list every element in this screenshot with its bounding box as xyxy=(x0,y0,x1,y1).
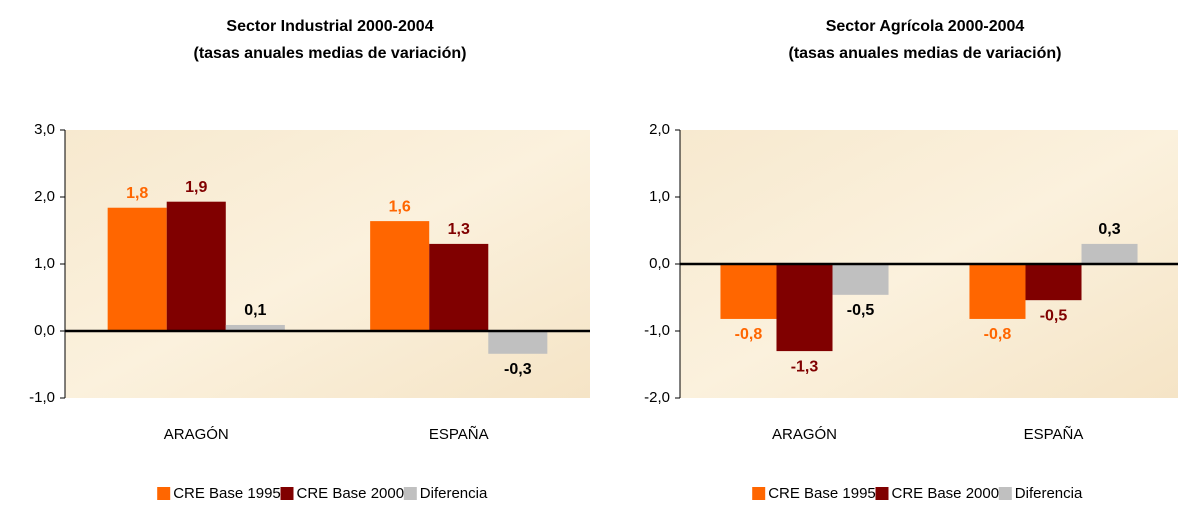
chart-subtitle: (tasas anuales medias de variación) xyxy=(788,45,1061,62)
y-tick-label: 0,0 xyxy=(34,322,55,339)
bar xyxy=(225,324,285,331)
data-label: 1,8 xyxy=(126,185,148,202)
legend-label: CRE Base 1995 xyxy=(173,485,281,502)
legend-swatch xyxy=(157,487,171,500)
bar xyxy=(776,264,833,352)
bar xyxy=(370,221,430,331)
bar xyxy=(107,207,167,331)
bar xyxy=(832,264,889,295)
data-label: 1,9 xyxy=(185,179,207,196)
data-label: -0,5 xyxy=(1040,307,1068,324)
legend-label: Diferencia xyxy=(1015,485,1083,502)
legend-swatch xyxy=(403,487,417,500)
data-label: -0,5 xyxy=(847,302,875,319)
bar xyxy=(969,264,1026,319)
legend-swatch xyxy=(875,487,889,500)
chart-title: Sector Industrial 2000-2004 xyxy=(226,18,433,35)
data-label: -1,3 xyxy=(791,358,819,375)
legend-swatch xyxy=(280,487,294,500)
x-tick-label: ARAGÓN xyxy=(164,426,229,443)
y-tick-label: 1,0 xyxy=(649,188,670,205)
legend-label: Diferencia xyxy=(420,485,488,502)
y-tick-label: -2,0 xyxy=(644,389,670,406)
bar xyxy=(488,331,548,354)
bar xyxy=(166,201,226,331)
y-tick-label: -1,0 xyxy=(644,322,670,339)
bar xyxy=(429,243,489,331)
bar xyxy=(720,264,777,319)
y-tick-label: 1,0 xyxy=(34,255,55,272)
y-tick-label: 2,0 xyxy=(34,188,55,205)
data-label: 1,3 xyxy=(448,221,470,238)
chart-title: Sector Agrícola 2000-2004 xyxy=(826,18,1025,35)
data-label: -0,8 xyxy=(735,326,763,343)
x-tick-label: ESPAÑA xyxy=(1024,426,1084,443)
x-tick-label: ESPAÑA xyxy=(429,426,489,443)
data-label: 0,3 xyxy=(1098,221,1120,238)
y-tick-label: -1,0 xyxy=(29,389,55,406)
bar xyxy=(1081,243,1138,264)
y-tick-label: 0,0 xyxy=(649,255,670,272)
bar xyxy=(1025,264,1082,301)
legend-swatch xyxy=(752,487,766,500)
data-label: 0,1 xyxy=(244,302,266,319)
data-label: 1,6 xyxy=(389,198,411,215)
legend-swatch xyxy=(998,487,1012,500)
chart-subtitle: (tasas anuales medias de variación) xyxy=(193,45,466,62)
y-tick-label: 3,0 xyxy=(34,121,55,138)
legend-label: CRE Base 2000 xyxy=(892,485,1000,502)
legend-label: CRE Base 2000 xyxy=(297,485,405,502)
y-tick-label: 2,0 xyxy=(649,121,670,138)
x-tick-label: ARAGÓN xyxy=(772,426,837,443)
legend-label: CRE Base 1995 xyxy=(768,485,876,502)
data-label: -0,3 xyxy=(504,361,532,378)
data-label: -0,8 xyxy=(984,326,1012,343)
